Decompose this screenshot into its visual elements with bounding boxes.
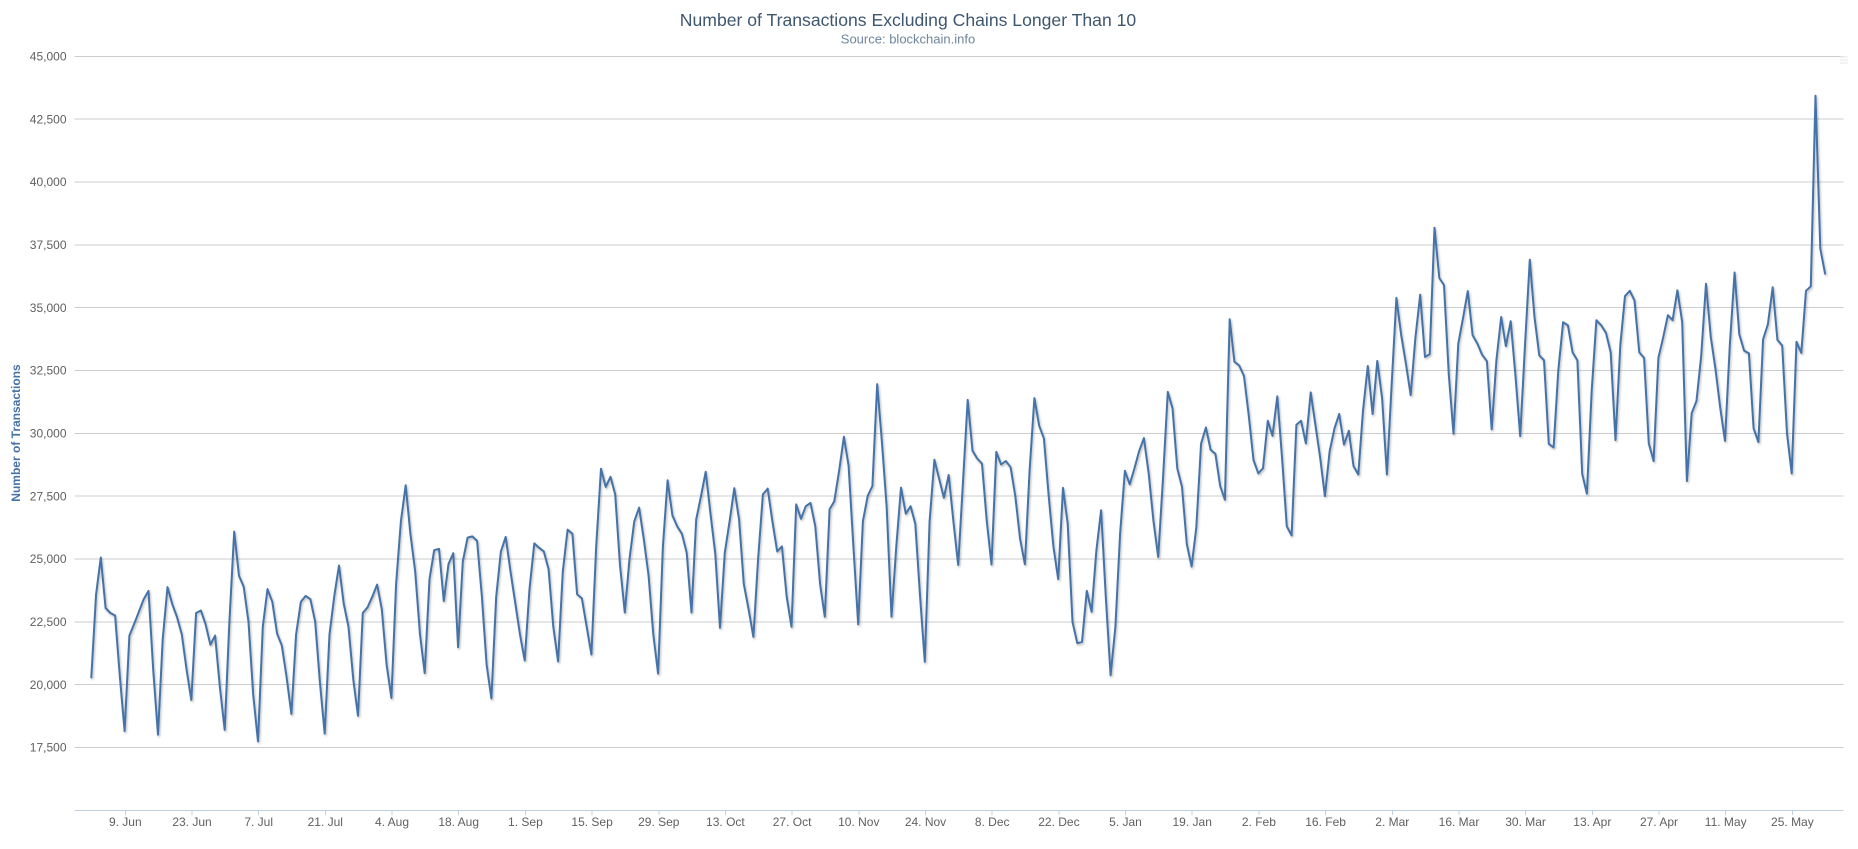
svg-text:32,500: 32,500	[30, 364, 67, 378]
svg-text:10. Nov: 10. Nov	[838, 815, 879, 829]
svg-text:2. Feb: 2. Feb	[1242, 815, 1276, 829]
svg-text:2. Mar: 2. Mar	[1375, 815, 1409, 829]
svg-text:Number of Transactions Excludi: Number of Transactions Excluding Chains …	[680, 10, 1137, 30]
svg-text:25,000: 25,000	[30, 552, 67, 566]
svg-text:13. Oct: 13. Oct	[706, 815, 745, 829]
svg-text:35,000: 35,000	[30, 301, 67, 315]
svg-text:Source: blockchain.info: Source: blockchain.info	[841, 32, 975, 47]
svg-text:11. May: 11. May	[1705, 815, 1747, 829]
svg-text:18. Aug: 18. Aug	[438, 815, 479, 829]
svg-text:27,500: 27,500	[30, 489, 67, 503]
svg-text:29. Sep: 29. Sep	[638, 815, 680, 829]
svg-text:17,500: 17,500	[30, 741, 67, 755]
svg-text:16. Feb: 16. Feb	[1305, 815, 1346, 829]
svg-text:1. Sep: 1. Sep	[508, 815, 543, 829]
svg-text:16. Mar: 16. Mar	[1439, 815, 1480, 829]
svg-text:8. Dec: 8. Dec	[975, 815, 1010, 829]
svg-text:19. Jan: 19. Jan	[1173, 815, 1212, 829]
svg-text:13. Apr: 13. Apr	[1573, 815, 1611, 829]
svg-text:22. Dec: 22. Dec	[1038, 815, 1079, 829]
svg-text:25. May: 25. May	[1771, 815, 1814, 829]
svg-text:5. Jan: 5. Jan	[1109, 815, 1142, 829]
svg-text:22,500: 22,500	[30, 615, 67, 629]
svg-text:23. Jun: 23. Jun	[172, 815, 211, 829]
svg-text:30,000: 30,000	[30, 427, 67, 441]
svg-text:37,500: 37,500	[30, 238, 67, 252]
svg-text:15. Sep: 15. Sep	[571, 815, 613, 829]
svg-text:24. Nov: 24. Nov	[905, 815, 946, 829]
svg-text:45,000: 45,000	[30, 50, 67, 64]
svg-text:20,000: 20,000	[30, 678, 67, 692]
svg-text:4. Aug: 4. Aug	[375, 815, 409, 829]
svg-text:7. Jul: 7. Jul	[244, 815, 273, 829]
svg-text:27. Oct: 27. Oct	[773, 815, 812, 829]
svg-text:21. Jul: 21. Jul	[308, 815, 343, 829]
svg-text:42,500: 42,500	[30, 112, 67, 126]
svg-text:9. Jun: 9. Jun	[109, 815, 142, 829]
svg-text:27. Apr: 27. Apr	[1640, 815, 1678, 829]
svg-text:30. Mar: 30. Mar	[1505, 815, 1546, 829]
svg-text:Number of Transactions: Number of Transactions	[9, 364, 23, 502]
svg-text:40,000: 40,000	[30, 175, 67, 189]
